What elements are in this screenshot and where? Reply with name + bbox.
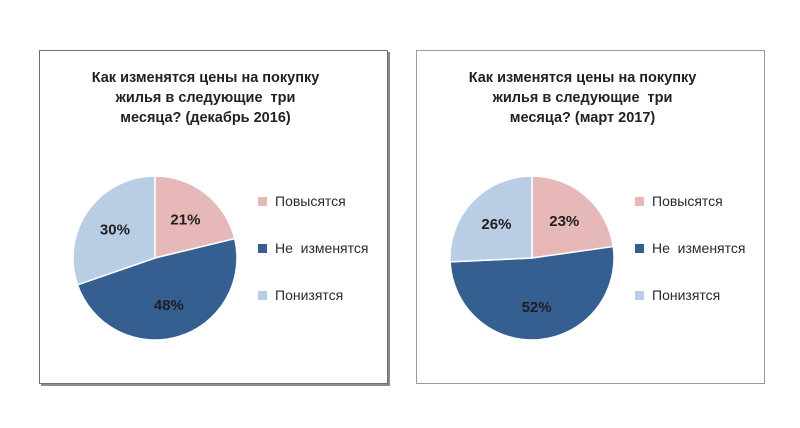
- slice-label-increase: 23%: [549, 213, 579, 230]
- legend-label-no-change: Не изменятся: [652, 240, 746, 256]
- slice-label-no-change: 52%: [522, 299, 552, 316]
- pie-slice-no-change: [449, 245, 615, 341]
- legend-swatch-no-change: [635, 243, 644, 253]
- legend-label-decrease: Понизятся: [652, 287, 721, 303]
- legend-item-increase: Повысятся: [258, 191, 368, 211]
- chart-title-line-1: Как изменятся цены на покупку: [468, 70, 697, 86]
- legend-label-increase: Повысятся: [275, 193, 346, 209]
- pie-slice-no-change: [76, 237, 238, 341]
- legend-item-decrease: Понизятся: [635, 285, 745, 305]
- legend-swatch-decrease: [258, 290, 267, 300]
- pie-chart-december-2016: 21% 48% 30%: [72, 175, 238, 341]
- pie-chart-panel-march-2017: Как изменятся цены на покупку жилья в сл…: [416, 50, 765, 384]
- legend-item-decrease: Понизятся: [258, 285, 368, 305]
- legend-swatch-increase: [258, 196, 267, 206]
- legend-label-no-change: Не изменятся: [275, 240, 369, 256]
- chart-title-line-2: жилья в следующие три: [492, 90, 673, 106]
- slice-label-increase: 21%: [170, 211, 200, 228]
- chart-title-line-3: месяца? (март 2017): [509, 110, 656, 126]
- slice-label-decrease: 30%: [100, 221, 130, 238]
- chart-title-line-1: Как изменятся цены на покупку: [91, 70, 320, 86]
- slice-label-no-change: 48%: [154, 297, 184, 314]
- pie-slice-decrease: [72, 175, 156, 286]
- legend-swatch-no-change: [258, 243, 267, 253]
- chart-title: Как изменятся цены на покупку жилья в сл…: [60, 68, 351, 128]
- chart-title: Как изменятся цены на покупку жилья в сл…: [437, 68, 728, 128]
- pie-slice-increase: [154, 175, 236, 259]
- legend-item-no-change: Не изменятся: [635, 238, 745, 258]
- chart-legend: Повысятся Не изменятся Понизятся: [635, 191, 745, 332]
- legend-swatch-decrease: [635, 290, 644, 300]
- chart-title-line-2: жилья в следующие три: [115, 90, 296, 106]
- slice-label-decrease: 26%: [481, 216, 511, 233]
- chart-title-line-3: месяца? (декабрь 2016): [120, 110, 291, 126]
- pie-chart-panel-december-2016: Как изменятся цены на покупку жилья в сл…: [39, 50, 388, 384]
- legend-label-increase: Повысятся: [652, 193, 723, 209]
- legend-item-increase: Повысятся: [635, 191, 745, 211]
- chart-legend: Повысятся Не изменятся Понизятся: [258, 191, 368, 332]
- legend-item-no-change: Не изменятся: [258, 238, 368, 258]
- pie-slice-increase: [531, 175, 615, 259]
- legend-label-decrease: Понизятся: [275, 287, 344, 303]
- legend-swatch-increase: [635, 196, 644, 206]
- pie-slice-decrease: [449, 175, 533, 263]
- pie-chart-march-2017: 23% 52% 26%: [449, 175, 615, 341]
